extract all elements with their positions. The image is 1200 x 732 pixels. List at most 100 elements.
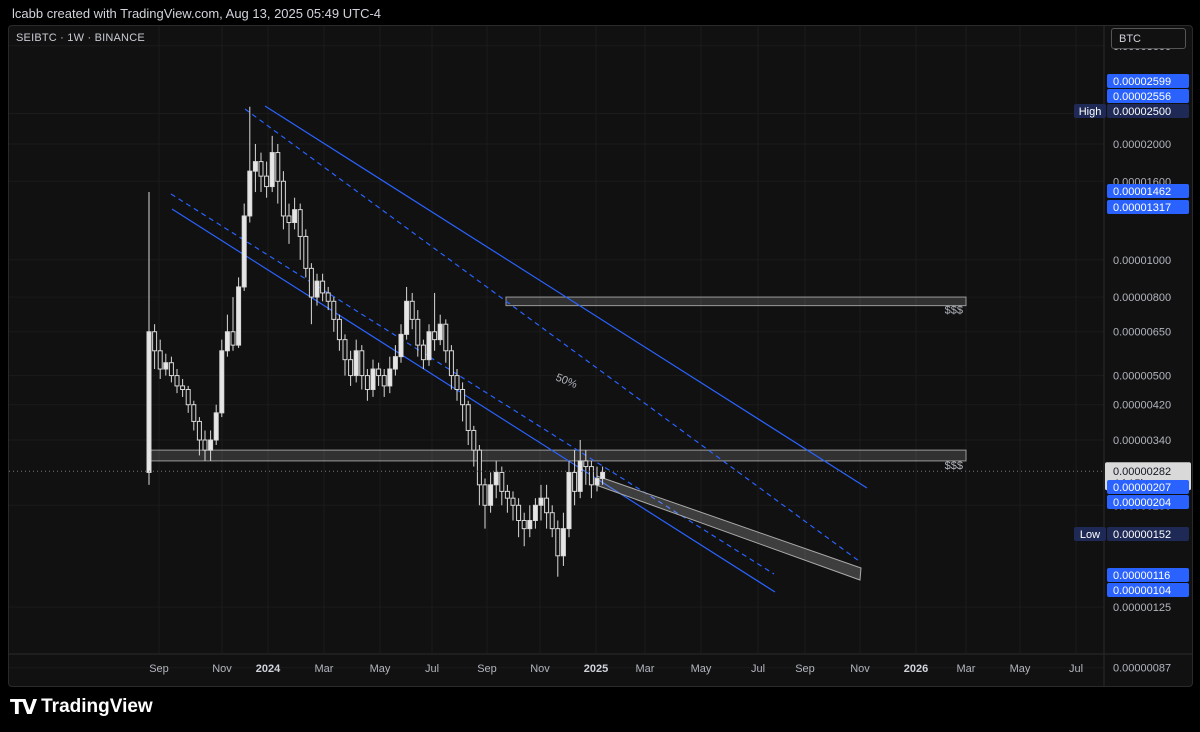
price-tag <box>1107 480 1189 494</box>
price-tag <box>1107 89 1189 103</box>
candle-body <box>376 368 382 377</box>
candle-body <box>325 292 331 302</box>
price-tag-label-bg <box>1074 527 1106 541</box>
price-tag <box>1107 568 1189 582</box>
x-tick-label: Jul <box>1069 663 1083 675</box>
x-tick-label: 2026 <box>904 663 928 675</box>
x-tick-label: Jul <box>425 663 439 675</box>
x-tick-label: Mar <box>315 663 334 675</box>
candle-body <box>448 350 454 377</box>
channel-lines <box>170 105 868 593</box>
candle-body <box>460 389 466 406</box>
candle-body <box>465 404 471 431</box>
zone-box <box>505 296 967 307</box>
header-caption: lcabb created with TradingView.com, Aug … <box>12 6 382 21</box>
brand-name: TradingView <box>41 696 153 717</box>
candle-body <box>370 368 376 391</box>
price-tag-label: High <box>1079 106 1102 118</box>
x-tick-label: Nov <box>530 663 550 675</box>
price-tag <box>1107 184 1189 198</box>
candle-body <box>264 175 270 188</box>
candle-body <box>398 333 404 358</box>
candle-body <box>180 385 186 391</box>
price-tag-value: 0.00001317 <box>1113 202 1171 214</box>
candle-body <box>174 375 180 387</box>
candle-body <box>163 362 169 370</box>
price-tag <box>1107 527 1189 541</box>
candle-body <box>219 350 225 414</box>
channel-line <box>264 105 868 489</box>
y-tick-label: 0.00000650 <box>1113 327 1171 339</box>
candle-body <box>549 512 555 530</box>
candle-body <box>196 420 202 441</box>
price-tag-value: 0.00001462 <box>1113 186 1171 198</box>
y-tick-label: 0.00000340 <box>1113 435 1171 447</box>
x-tick-label: 2025 <box>584 663 608 675</box>
candle-body <box>409 300 415 320</box>
candle-body <box>521 519 527 530</box>
x-tick-label: May <box>1010 663 1031 675</box>
price-tag-value: 0.00002556 <box>1113 91 1171 103</box>
candle-body <box>286 215 292 224</box>
candle-body <box>191 404 197 422</box>
candle-body <box>269 152 275 188</box>
price-axis[interactable]: 0.000036000.000024000.000020000.00001600… <box>1074 26 1191 686</box>
x-tick-label: 2024 <box>256 663 281 675</box>
candle-body <box>331 300 337 320</box>
chart-canvas[interactable]: $$$ $$$ 50% 0.000036000.000024000.0000200… <box>9 26 1192 686</box>
candle-body <box>308 267 314 298</box>
y-tick-label: 0.00000087 <box>1113 663 1171 675</box>
candle-body <box>516 504 522 521</box>
y-tick-label: 0.00000420 <box>1113 400 1171 412</box>
candle-body <box>566 471 572 530</box>
price-tag-value: 0.00000204 <box>1113 497 1171 509</box>
candle-body <box>208 439 214 451</box>
candle-body <box>527 519 533 530</box>
price-tag-value: 0.00000104 <box>1113 585 1171 597</box>
x-tick-label: May <box>370 663 391 675</box>
candle-body <box>415 318 421 346</box>
candle-body <box>224 331 230 352</box>
annotations: 50% <box>554 372 579 391</box>
x-tick-label: Mar <box>957 663 976 675</box>
candle-body <box>275 152 281 182</box>
candle-body <box>292 209 298 224</box>
x-tick-label: Sep <box>149 663 169 675</box>
price-tag <box>1107 583 1189 597</box>
candle-body <box>454 375 460 391</box>
price-tag-value: 0.00000116 <box>1113 570 1170 582</box>
candle-body <box>387 368 393 387</box>
candle-body <box>544 497 550 514</box>
candle-body <box>202 439 208 451</box>
channel-line <box>244 108 860 562</box>
candle-body <box>241 215 247 288</box>
candle-body <box>499 471 505 492</box>
time-axis[interactable]: Sep Nov 2024 Mar May Jul Sep Nov 2025 Mar May Jul Se… <box>9 653 1192 675</box>
candle-body <box>420 344 426 361</box>
currency-button[interactable]: BTC <box>1111 28 1186 49</box>
candle-body <box>443 323 449 352</box>
price-tag-label: Low <box>1080 529 1100 541</box>
candle-body <box>303 235 309 269</box>
candle-body <box>426 331 432 361</box>
candle-body <box>297 209 303 237</box>
candle-body <box>381 375 387 387</box>
candle-body <box>320 280 326 294</box>
candle-body <box>437 323 443 341</box>
candle-body <box>488 484 494 506</box>
candle-body <box>588 466 594 486</box>
y-tick-label: 0.00000125 <box>1113 602 1171 614</box>
chart-frame[interactable]: $$$ $$$ 50% 0.000036000.000024000.0000200… <box>8 25 1193 687</box>
candle-body <box>482 484 488 506</box>
candle-body <box>510 497 516 506</box>
candle-body <box>353 350 359 377</box>
candle-body <box>583 460 589 468</box>
candle-body <box>560 528 566 557</box>
candle-body <box>252 161 258 172</box>
candle-body <box>168 362 174 377</box>
candle-body <box>230 331 236 346</box>
y-tick-label: 0.00001000 <box>1113 255 1171 267</box>
tradingview-logo[interactable]: TV TradingView <box>10 695 153 719</box>
zone-label: $$$ <box>945 460 963 472</box>
price-tag-value: 0.00002500 <box>1113 106 1171 118</box>
